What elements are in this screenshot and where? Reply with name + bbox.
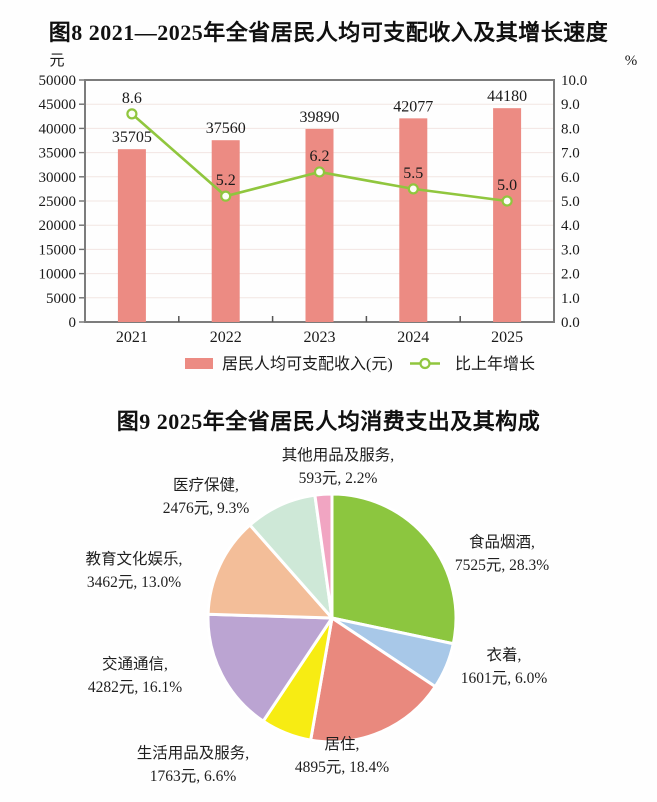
bar-2024 (399, 118, 428, 322)
figure8-title: 图8 2021—2025年全省居民人均可支配收入及其增长速度 (48, 20, 609, 45)
line-marker-2025 (501, 195, 513, 207)
bar-2021 (117, 149, 146, 322)
pie-slice-2 (309, 616, 437, 744)
right-axis-label: 2.0 (561, 267, 580, 283)
line-marker-2023 (313, 166, 326, 178)
pie-slice-5 (206, 523, 334, 620)
left-axis-label: 35000 (39, 146, 77, 162)
x-label-2022: 2022 (210, 329, 242, 346)
right-axis-label: 8.0 (561, 121, 580, 137)
figure9-pie-chart (206, 492, 458, 744)
right-axis-label: 1.0 (561, 291, 580, 307)
bar-2023 (305, 128, 334, 322)
legend-bar-label: 居民人均可支配收入(元) (222, 355, 393, 373)
line-value-label-2022: 5.2 (216, 172, 236, 189)
bar-value-label-2024: 42077 (393, 98, 433, 115)
left-axis-unit: 元 (49, 53, 64, 69)
legend-bar-swatch (185, 358, 213, 369)
x-label-2025: 2025 (491, 329, 523, 346)
left-axis-label: 5000 (46, 291, 76, 307)
x-label-2021: 2021 (116, 329, 148, 346)
left-axis-label: 15000 (39, 242, 77, 258)
left-axis-label: 10000 (39, 267, 77, 283)
x-label-2024: 2024 (397, 329, 429, 346)
right-axis-unit: % (625, 53, 638, 69)
right-axis-label: 0.0 (561, 315, 580, 331)
right-axis-label: 4.0 (561, 218, 580, 234)
right-axis-label: 9.0 (561, 97, 580, 113)
pie-slice-4 (206, 612, 334, 723)
left-axis-label: 25000 (39, 194, 77, 210)
line-value-label-2021: 8.6 (122, 90, 142, 107)
left-axis-label: 30000 (39, 170, 77, 186)
figure8-chart: 元 % 0 0.0 5000 1.0 10000 2.0 15000 3.0 20000 4.0 250… (39, 53, 638, 373)
pie-slice-0 (330, 492, 458, 646)
left-axis-label: 45000 (39, 97, 77, 113)
x-label-2023: 2023 (304, 329, 336, 346)
line-value-label-2023: 6.2 (310, 148, 330, 165)
left-axis-label: 50000 (39, 73, 77, 89)
bar-value-label-2022: 37560 (206, 120, 246, 137)
bar-value-label-2025: 44180 (487, 88, 527, 105)
right-axis-label: 3.0 (561, 242, 580, 258)
right-axis-label: 10.0 (561, 73, 587, 89)
legend-line-marker (419, 357, 431, 370)
left-axis-label: 20000 (39, 218, 77, 234)
legend-line-label: 比上年增长 (455, 355, 535, 373)
pie-slice-7 (313, 492, 334, 620)
left-axis-label: 40000 (39, 121, 77, 137)
bar-value-label-2023: 39890 (300, 109, 340, 126)
right-axis-label: 7.0 (561, 146, 580, 162)
right-axis-label: 6.0 (561, 170, 580, 186)
figure9-title: 图9 2025年全省居民人均消费支出及其构成 (116, 409, 541, 434)
left-axis-label: 0 (69, 315, 77, 331)
line-marker-2021 (126, 108, 138, 120)
line-marker-2022 (220, 190, 232, 202)
right-axis-label: 5.0 (561, 194, 580, 210)
line-value-label-2024: 5.5 (403, 165, 423, 182)
bar-value-label-2021: 35705 (112, 129, 152, 146)
line-value-label-2025: 5.0 (497, 177, 517, 194)
bar-2025 (493, 108, 522, 323)
bar-2022 (211, 140, 240, 322)
line-marker-2024 (407, 183, 419, 195)
